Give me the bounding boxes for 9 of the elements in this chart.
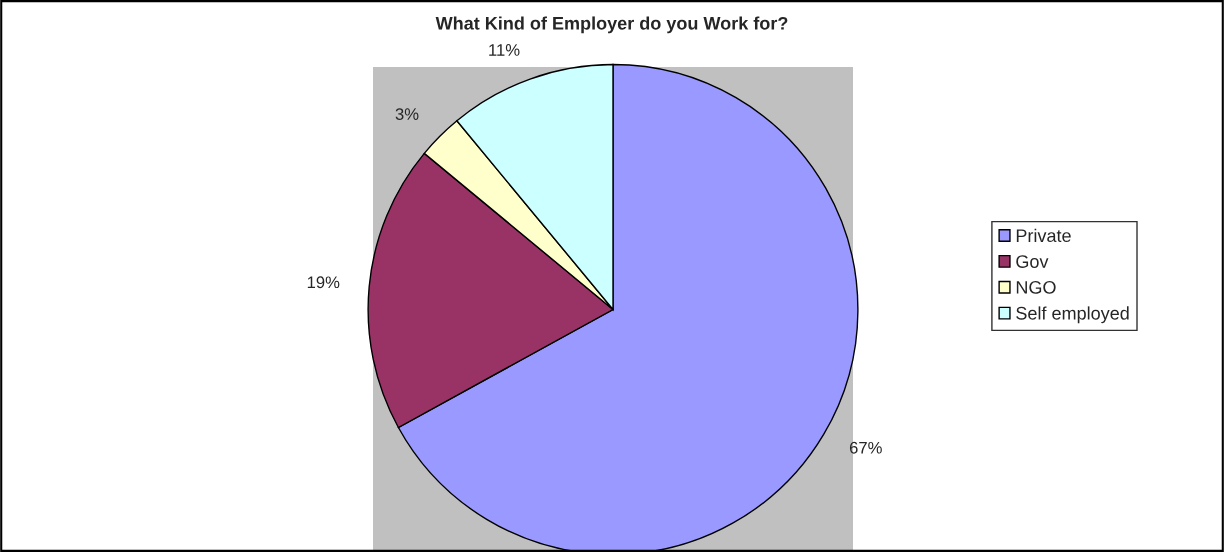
legend-label: Self employed <box>1016 306 1129 324</box>
data-label: 11% <box>489 44 520 56</box>
legend-label: Private <box>1016 228 1071 243</box>
chart-title: What Kind of Employer do you Work for? <box>435 16 788 34</box>
data-label: 19% <box>307 276 340 289</box>
legend-label: Gov <box>1016 255 1049 268</box>
data-label: 67% <box>849 441 882 454</box>
data-label: 3% <box>395 108 419 120</box>
legend-label: NGO <box>1016 280 1056 294</box>
